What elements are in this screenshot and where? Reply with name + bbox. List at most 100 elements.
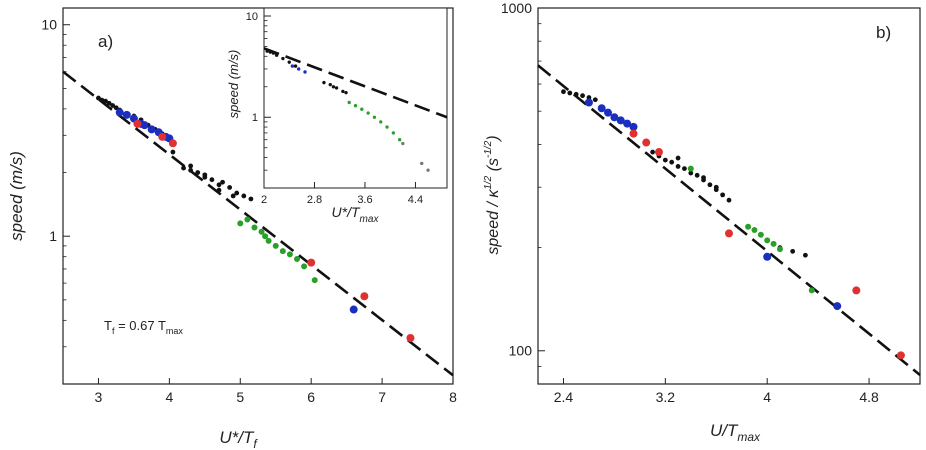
- panel-a-fit-line: [62, 70, 454, 377]
- data-point-red: [307, 258, 316, 267]
- data-point-green: [776, 246, 783, 253]
- data-point-black: [694, 172, 700, 178]
- data-point-blue: [290, 64, 295, 68]
- data-point-black: [688, 170, 694, 176]
- inset-points: [265, 49, 430, 172]
- data-point-black: [268, 50, 272, 54]
- data-point-black: [241, 193, 247, 199]
- data-point-black: [726, 197, 732, 203]
- panel-a-xlabel-main: U*/T: [219, 428, 255, 447]
- panel-b-y-axis-label: speed / κ1/2 (s-1/2): [483, 135, 502, 254]
- y-tick-label: 10: [41, 17, 57, 33]
- fit-line: [537, 64, 921, 376]
- data-point-black: [230, 193, 236, 199]
- data-point-black: [216, 182, 222, 188]
- data-point-green: [237, 220, 244, 227]
- data-point-black: [720, 192, 726, 198]
- panel-b-xlabel-main: U/T: [710, 421, 739, 440]
- data-point-red: [642, 138, 651, 147]
- data-point-blue: [610, 113, 619, 122]
- y-tick-label: 1: [49, 228, 57, 244]
- data-point-black: [248, 196, 254, 202]
- data-point-blue: [763, 252, 772, 261]
- inset-xlabel-main: U*/T: [332, 204, 361, 220]
- data-point-black: [707, 182, 713, 188]
- x-tick-label: 2.4: [554, 389, 574, 405]
- panel-a-y-axis-label: speed (m/s): [7, 151, 26, 241]
- panel-a-inset: 2 2.8 3.6 4.4 1 10 U*/Tmax speed (m/s): [226, 7, 448, 225]
- data-point-black: [322, 80, 326, 85]
- data-point-green: [347, 100, 351, 105]
- data-point-black: [195, 170, 201, 175]
- data-point-black: [96, 95, 101, 101]
- data-point-black: [561, 89, 566, 95]
- x-tick-label: 5: [236, 389, 244, 405]
- panel-a-x-ticks: 3 4 5 6 7 8: [95, 378, 457, 405]
- data-point-gray: [420, 161, 424, 166]
- data-point-black: [675, 164, 681, 169]
- data-point-green: [353, 104, 358, 108]
- data-point-black: [220, 179, 225, 185]
- data-point-black: [113, 105, 119, 111]
- data-point-black: [271, 51, 276, 55]
- data-point-red: [133, 119, 142, 128]
- data-point-black: [287, 60, 291, 64]
- data-point-green: [687, 165, 694, 172]
- x-tick-label: 4.8: [859, 389, 879, 405]
- data-point-black: [331, 85, 336, 89]
- data-point-black: [701, 175, 706, 181]
- panel-b-y-ticks: 100 1000: [501, 0, 545, 367]
- x-tick-label: 3.6: [357, 194, 372, 206]
- y-tick-label: 1000: [501, 0, 532, 16]
- data-point-green: [372, 115, 377, 119]
- data-point-red: [896, 351, 905, 360]
- data-point-green: [272, 242, 279, 249]
- data-point-gray: [401, 141, 405, 146]
- data-point-red: [360, 292, 369, 301]
- x-tick-label: 2.8: [307, 194, 322, 206]
- data-point-black: [181, 165, 186, 171]
- data-point-black: [341, 89, 345, 94]
- inset-fit-line: [263, 47, 448, 119]
- panel-b-ylabel-unit: (s: [485, 158, 502, 176]
- panel-a-xlabel-sub: f: [253, 437, 258, 450]
- data-point-green: [294, 256, 300, 263]
- data-point-black: [188, 163, 194, 169]
- data-point-black: [202, 174, 208, 180]
- fit-line: [62, 70, 454, 377]
- x-tick-label: 4: [165, 389, 173, 405]
- panel-a-annotation: Tf = 0.67 Tmax: [104, 318, 183, 336]
- data-point-green: [391, 131, 396, 135]
- data-point-black: [682, 166, 687, 172]
- data-point-blue: [604, 108, 613, 117]
- inset-xlabel-sub: max: [360, 214, 380, 225]
- x-tick-label: 3.2: [656, 389, 676, 405]
- x-tick-label: 4.4: [408, 194, 423, 206]
- data-point-black: [662, 157, 668, 163]
- data-point-black: [675, 155, 681, 161]
- x-tick-label: 7: [378, 389, 386, 405]
- fit-line: [263, 47, 448, 119]
- data-point-blue: [140, 121, 149, 130]
- data-point-green: [279, 248, 286, 255]
- data-point-black: [170, 149, 176, 155]
- panel-b-ylabel-sup: 1/2: [483, 175, 494, 189]
- data-point-black: [713, 184, 719, 190]
- annotation-sub2: max: [166, 326, 184, 336]
- data-point-green: [262, 233, 269, 240]
- data-point-blue: [297, 67, 301, 71]
- data-point-green: [258, 228, 265, 235]
- panel-b-label: b): [876, 23, 891, 42]
- data-point-black: [592, 97, 598, 103]
- data-point-green: [286, 251, 293, 258]
- y-tick-label: 10: [246, 11, 258, 23]
- data-point-black: [580, 93, 585, 99]
- inset-x-ticks: 2 2.8 3.6 4.4: [261, 182, 423, 206]
- data-point-black: [334, 86, 339, 90]
- data-point-green: [745, 223, 752, 230]
- data-point-black: [216, 187, 222, 193]
- panel-a-points: [96, 95, 415, 343]
- panel-b-x-ticks: 2.4 3.2 4 4.8: [554, 378, 879, 405]
